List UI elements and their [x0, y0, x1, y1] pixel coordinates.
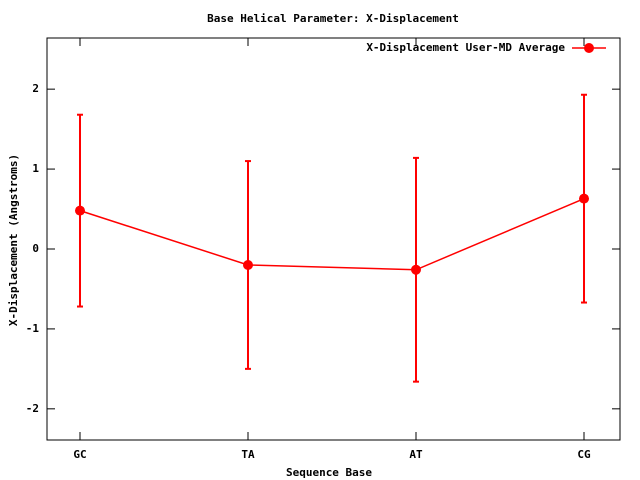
- data-point: [75, 205, 85, 216]
- data-point: [411, 264, 421, 275]
- y-tick-label: 0: [32, 242, 39, 255]
- data-point: [243, 259, 253, 270]
- plot-frame: [46, 37, 621, 441]
- x-tick-label: TA: [241, 448, 255, 461]
- y-tick-label: -2: [26, 402, 39, 415]
- legend-marker: [584, 43, 594, 53]
- x-tick-label: GC: [73, 448, 86, 461]
- legend-label: X-Displacement User-MD Average: [366, 41, 565, 54]
- y-tick-label: 1: [32, 162, 39, 175]
- y-tick-label: -1: [26, 322, 40, 335]
- series-line: [79, 197, 585, 271]
- x-tick-label: CG: [577, 448, 591, 461]
- chart-title: Base Helical Parameter: X-Displacement: [207, 12, 459, 25]
- y-tick-label: 2: [32, 82, 39, 95]
- y-axis-label: X-Displacement (Angstroms): [7, 154, 20, 326]
- x-tick-label: AT: [409, 448, 423, 461]
- data-point: [579, 193, 589, 204]
- x-axis-label: Sequence Base: [286, 466, 372, 479]
